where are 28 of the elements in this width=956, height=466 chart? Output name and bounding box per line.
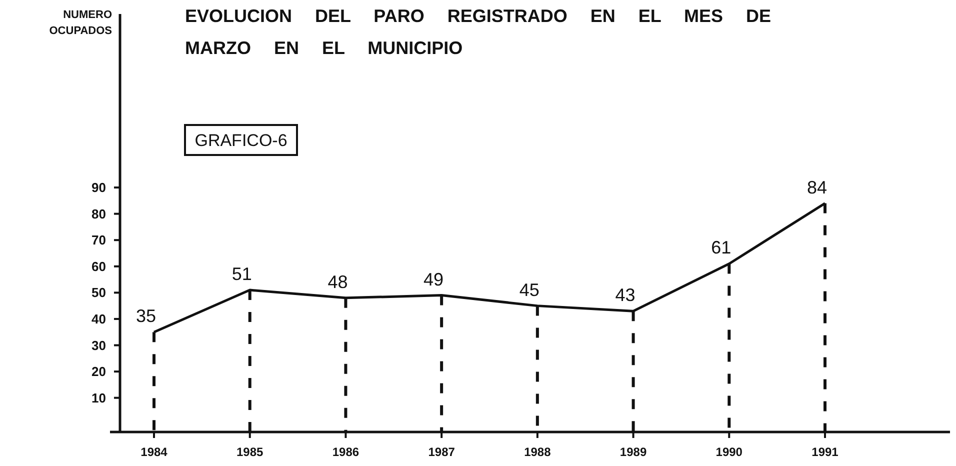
x-tick-label: 1985 <box>236 445 264 459</box>
data-label: 49 <box>424 269 444 290</box>
data-label: 45 <box>519 280 540 300</box>
data-label: 61 <box>711 238 732 258</box>
y-tick-label: 80 <box>92 206 106 222</box>
annotation: GRAFICO-6 <box>194 130 288 150</box>
y-tick-label: 60 <box>92 258 106 274</box>
y-axis-title: NUMERO OCUPADOS <box>49 9 112 37</box>
chart-title: EVOLUCION DEL PARO REGISTRADO EN EL MES DE MARZO EN EL MUNICIPIO <box>185 6 772 58</box>
data-label: 43 <box>615 285 636 306</box>
x-tick-label: 1989 <box>620 445 647 459</box>
y-tick-label: 40 <box>92 312 106 327</box>
data-label: 35 <box>136 306 156 326</box>
data-label: 51 <box>232 264 252 284</box>
x-tick-label: 1991 <box>812 445 839 459</box>
y-tick-label: 10 <box>92 390 106 406</box>
x-tick-label: 1984 <box>140 445 168 459</box>
data-label: 84 <box>806 177 828 198</box>
y-tick-label: 90 <box>92 180 106 196</box>
x-tick-label: 1990 <box>716 445 743 459</box>
data-label: 48 <box>328 272 348 292</box>
y-tick-label: 70 <box>92 232 106 248</box>
y-tick-label: 20 <box>92 364 106 380</box>
y-tick-label: 50 <box>92 285 106 300</box>
x-tick-label: 1988 <box>524 445 552 459</box>
y-tick-label: 30 <box>92 338 106 353</box>
x-tick-label: 1986 <box>332 445 360 459</box>
x-tick-label: 1987 <box>428 445 456 459</box>
